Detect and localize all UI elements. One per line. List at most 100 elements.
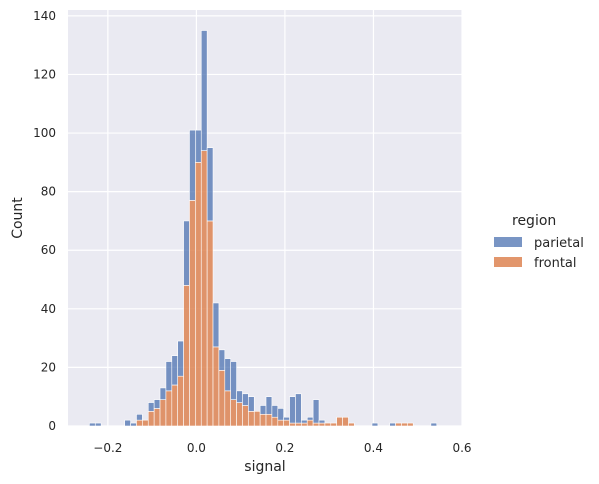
bar-frontal bbox=[177, 375, 184, 427]
bar-frontal bbox=[265, 413, 273, 427]
histogram-bars bbox=[89, 30, 438, 427]
y-axis-ticks: 0 20 40 60 80 100 120 140 bbox=[33, 9, 56, 433]
y-tick-label: 80 bbox=[41, 185, 56, 199]
bar-frontal bbox=[171, 384, 179, 427]
legend-title: region bbox=[512, 213, 556, 229]
legend-swatch-frontal bbox=[494, 257, 522, 267]
bar-frontal bbox=[147, 411, 155, 427]
bar-frontal bbox=[142, 419, 149, 427]
bar-frontal bbox=[212, 346, 220, 427]
bar-parietal bbox=[271, 405, 279, 418]
bar-frontal bbox=[195, 162, 202, 427]
bar-frontal bbox=[259, 413, 267, 427]
bar-frontal bbox=[248, 411, 255, 427]
bar-parietal bbox=[301, 419, 308, 424]
x-tick-label: 0.6 bbox=[452, 441, 471, 455]
bar-frontal bbox=[395, 422, 402, 427]
y-tick-label: 40 bbox=[41, 302, 56, 316]
bar-frontal bbox=[342, 416, 349, 427]
bar-frontal bbox=[189, 200, 196, 427]
bar-frontal bbox=[324, 422, 332, 427]
bar-frontal bbox=[271, 416, 279, 427]
bar-parietal bbox=[212, 302, 220, 348]
y-tick-label: 60 bbox=[41, 243, 56, 257]
bar-parietal bbox=[94, 422, 102, 427]
bar-parietal bbox=[183, 220, 190, 286]
bar-parietal bbox=[171, 355, 179, 386]
y-tick-label: 20 bbox=[41, 360, 56, 374]
y-axis-label: Count bbox=[10, 197, 26, 239]
bar-frontal bbox=[165, 390, 173, 427]
bar-parietal bbox=[283, 416, 290, 421]
bar-parietal bbox=[430, 422, 438, 427]
bar-parietal bbox=[265, 396, 273, 415]
bar-frontal bbox=[306, 419, 314, 427]
plot-background bbox=[68, 10, 462, 426]
bar-frontal bbox=[401, 422, 408, 427]
x-axis-ticks: −0.2 0.0 0.2 0.4 0.6 bbox=[93, 441, 471, 455]
bar-frontal bbox=[283, 419, 290, 427]
bar-parietal bbox=[306, 416, 314, 421]
bar-frontal bbox=[159, 399, 167, 427]
bar-parietal bbox=[206, 147, 214, 222]
bar-parietal bbox=[159, 387, 167, 400]
y-tick-label: 100 bbox=[33, 126, 56, 140]
bar-parietal bbox=[312, 399, 320, 424]
bar-parietal bbox=[195, 129, 202, 163]
bar-frontal bbox=[348, 422, 355, 427]
bar-parietal bbox=[147, 402, 155, 412]
bar-parietal bbox=[236, 390, 243, 403]
bar-frontal bbox=[206, 220, 214, 427]
bar-parietal bbox=[153, 399, 161, 409]
bar-parietal bbox=[200, 30, 208, 151]
bar-parietal bbox=[124, 419, 131, 427]
bar-parietal bbox=[230, 361, 237, 400]
bar-parietal bbox=[277, 408, 284, 421]
x-axis-label: signal bbox=[244, 459, 285, 475]
bar-parietal bbox=[259, 405, 267, 415]
bar-frontal bbox=[230, 399, 237, 427]
bar-frontal bbox=[183, 285, 190, 427]
bar-frontal bbox=[289, 422, 296, 427]
x-tick-label: 0.2 bbox=[275, 441, 294, 455]
bar-frontal bbox=[236, 402, 243, 427]
y-tick-label: 140 bbox=[33, 9, 56, 23]
bar-parietal bbox=[248, 396, 255, 412]
bar-frontal bbox=[336, 416, 343, 427]
bar-parietal bbox=[218, 349, 226, 371]
y-tick-label: 0 bbox=[48, 419, 56, 433]
bar-frontal bbox=[301, 422, 308, 427]
legend-label-frontal: frontal bbox=[534, 256, 577, 271]
x-tick-label: −0.2 bbox=[93, 441, 122, 455]
bar-parietal bbox=[165, 361, 173, 392]
legend-label-parietal: parietal bbox=[534, 236, 584, 251]
bar-frontal bbox=[136, 419, 143, 427]
bar-frontal bbox=[295, 422, 302, 427]
bar-parietal bbox=[136, 413, 143, 421]
bar-frontal bbox=[153, 408, 161, 427]
bar-frontal bbox=[407, 422, 414, 427]
bar-parietal bbox=[371, 422, 379, 427]
y-tick-label: 120 bbox=[33, 67, 56, 81]
x-tick-label: 0.4 bbox=[364, 441, 383, 455]
bar-parietal bbox=[389, 422, 396, 427]
x-tick-label: 0.0 bbox=[187, 441, 206, 455]
bar-parietal bbox=[189, 129, 196, 201]
bar-frontal bbox=[218, 370, 226, 427]
legend: region parietal frontal bbox=[494, 213, 584, 271]
bar-frontal bbox=[224, 390, 231, 427]
bar-parietal bbox=[289, 396, 296, 424]
bar-frontal bbox=[318, 422, 326, 427]
bar-parietal bbox=[177, 340, 184, 377]
bar-frontal bbox=[242, 405, 249, 427]
bar-parietal bbox=[224, 358, 231, 392]
bar-frontal bbox=[253, 411, 261, 427]
bar-parietal bbox=[295, 393, 302, 424]
bar-frontal bbox=[330, 422, 337, 427]
bar-parietal bbox=[130, 422, 137, 427]
bar-parietal bbox=[242, 393, 249, 406]
bar-frontal bbox=[200, 150, 208, 427]
bar-parietal bbox=[89, 422, 96, 427]
legend-swatch-parietal bbox=[494, 237, 522, 247]
